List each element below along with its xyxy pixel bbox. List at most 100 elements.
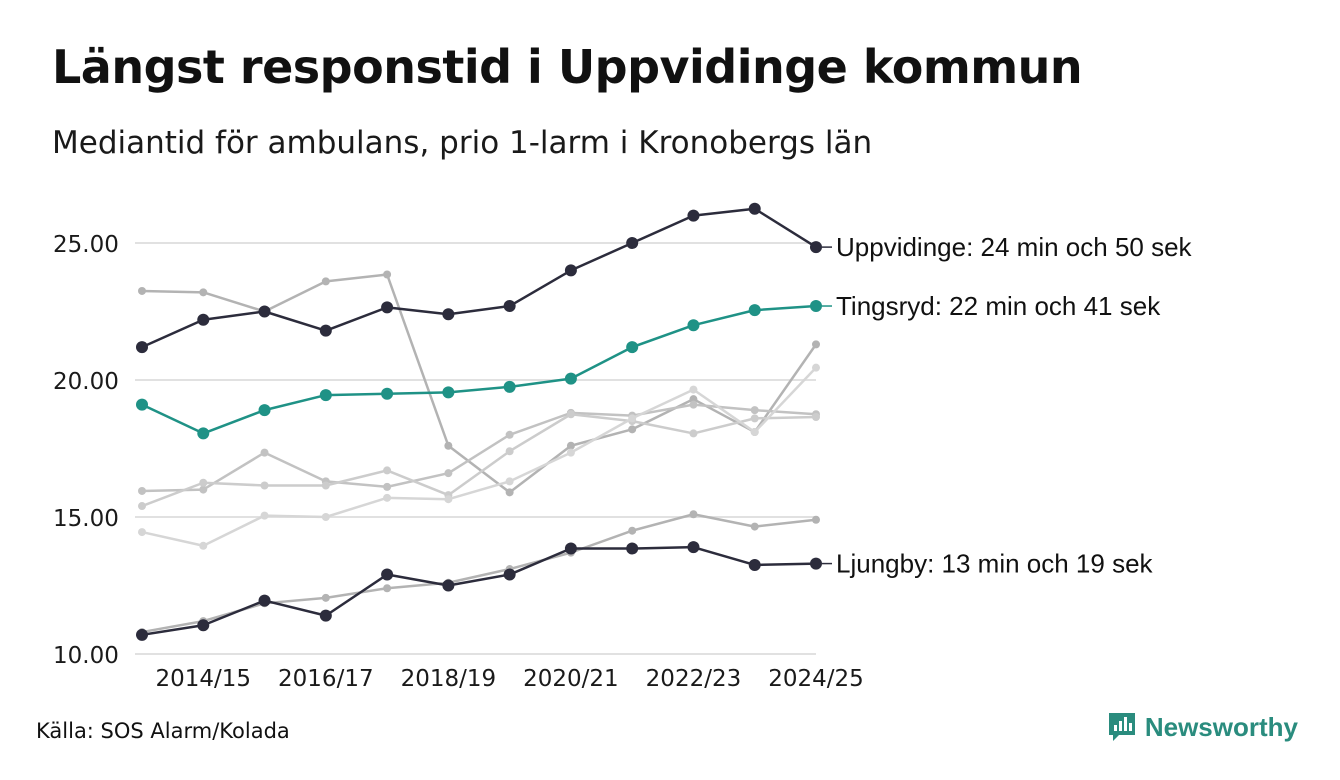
data-point bbox=[812, 515, 820, 524]
data-point bbox=[444, 469, 453, 478]
series-background-3 bbox=[138, 363, 820, 550]
data-point bbox=[442, 579, 455, 592]
data-point bbox=[810, 300, 822, 313]
data-point bbox=[258, 404, 271, 417]
data-point bbox=[505, 447, 514, 456]
data-point bbox=[564, 372, 577, 385]
data-point bbox=[812, 340, 820, 349]
y-tick-label: 25.00 bbox=[53, 232, 119, 258]
data-point bbox=[321, 513, 330, 521]
highlight-series bbox=[136, 202, 822, 641]
data-point bbox=[750, 414, 759, 423]
data-point bbox=[138, 502, 146, 511]
data-point bbox=[750, 428, 759, 437]
data-point bbox=[750, 406, 759, 415]
data-point bbox=[136, 341, 148, 354]
data-point bbox=[444, 495, 453, 504]
data-point bbox=[321, 593, 330, 602]
series-line bbox=[140, 513, 818, 634]
data-point bbox=[444, 441, 453, 450]
data-point bbox=[687, 541, 700, 554]
data-point bbox=[810, 241, 822, 254]
data-point bbox=[383, 493, 392, 502]
data-point bbox=[750, 522, 759, 531]
data-point bbox=[626, 341, 639, 354]
series-labels: Uppvidinge: 24 min och 50 sek Tingsryd: 2… bbox=[822, 232, 1193, 579]
series-line bbox=[140, 403, 818, 493]
x-tick-label: 2018/19 bbox=[401, 666, 497, 692]
data-point bbox=[197, 427, 210, 440]
data-point bbox=[626, 237, 639, 249]
chart-subtitle: Mediantid för ambulans, prio 1-larm i Kr… bbox=[52, 125, 873, 161]
data-point bbox=[442, 386, 455, 399]
data-point bbox=[505, 488, 514, 497]
data-point bbox=[505, 430, 514, 439]
data-point bbox=[383, 482, 392, 491]
x-tick-label: 2014/15 bbox=[155, 666, 251, 692]
series-background-0 bbox=[138, 270, 820, 497]
data-point bbox=[197, 313, 210, 326]
y-tick-label: 20.00 bbox=[53, 369, 119, 395]
series-background-4 bbox=[138, 510, 820, 637]
data-point bbox=[199, 478, 208, 487]
series-line bbox=[140, 545, 818, 637]
brand-name: Newsworthy bbox=[1144, 711, 1298, 742]
data-point bbox=[138, 528, 146, 537]
newsworthy-logo-icon bbox=[1108, 713, 1135, 741]
series-line bbox=[140, 366, 818, 548]
data-point bbox=[381, 301, 394, 314]
series-end-label: Uppvidinge: 24 min och 50 sek bbox=[836, 232, 1193, 262]
data-point bbox=[748, 304, 761, 317]
data-point bbox=[689, 395, 698, 404]
data-point bbox=[383, 466, 392, 475]
data-point bbox=[687, 319, 700, 332]
data-point bbox=[383, 270, 392, 279]
data-point bbox=[503, 380, 516, 393]
y-tick-label: 10.00 bbox=[53, 643, 119, 669]
data-point bbox=[748, 202, 761, 215]
data-point bbox=[321, 277, 330, 286]
data-point bbox=[812, 412, 820, 421]
data-point bbox=[503, 300, 516, 313]
series-line bbox=[140, 413, 818, 508]
x-tick-label: 2020/21 bbox=[523, 666, 619, 692]
data-point bbox=[689, 429, 698, 438]
x-axis-ticks: 2014/15 2016/17 2018/19 2020/21 2022/23 2024/… bbox=[155, 666, 863, 692]
data-point bbox=[136, 628, 148, 641]
y-axis-ticks: 10.00 15.00 20.00 25.00 bbox=[53, 232, 119, 669]
data-point bbox=[564, 542, 577, 555]
data-point bbox=[138, 286, 146, 295]
series-end-label: Tingsryd: 22 min och 41 sek bbox=[836, 291, 1161, 321]
y-tick-label: 15.00 bbox=[53, 506, 119, 532]
brand-logo[interactable]: Newsworthy bbox=[1107, 711, 1298, 743]
grid-lines bbox=[135, 242, 816, 655]
data-point bbox=[260, 448, 269, 457]
data-point bbox=[626, 542, 639, 555]
data-point bbox=[258, 594, 271, 607]
data-point bbox=[138, 486, 146, 495]
series-background-1 bbox=[138, 400, 820, 495]
data-point bbox=[199, 288, 208, 297]
data-point bbox=[689, 510, 698, 519]
x-tick-label: 2016/17 bbox=[278, 666, 374, 692]
line-chart: 10.00 15.00 20.00 25.00 2014/15 2016/17 2018/… bbox=[53, 202, 1193, 692]
source-note: Källa: SOS Alarm/Kolada bbox=[36, 719, 290, 743]
data-point bbox=[321, 481, 330, 490]
data-point bbox=[258, 305, 271, 318]
data-point bbox=[628, 526, 637, 535]
data-point bbox=[566, 441, 575, 450]
series-tingsryd bbox=[136, 300, 822, 440]
data-point bbox=[566, 410, 575, 419]
data-point bbox=[197, 619, 210, 632]
series-ljungby bbox=[136, 541, 822, 641]
data-point bbox=[442, 308, 455, 321]
series-line bbox=[140, 304, 818, 435]
series-background-2 bbox=[138, 410, 820, 511]
data-point bbox=[748, 558, 761, 571]
data-point bbox=[503, 568, 516, 581]
data-point bbox=[199, 485, 208, 494]
data-point bbox=[505, 477, 514, 486]
data-point bbox=[136, 398, 148, 411]
series-line bbox=[140, 207, 818, 349]
data-point bbox=[810, 557, 822, 570]
